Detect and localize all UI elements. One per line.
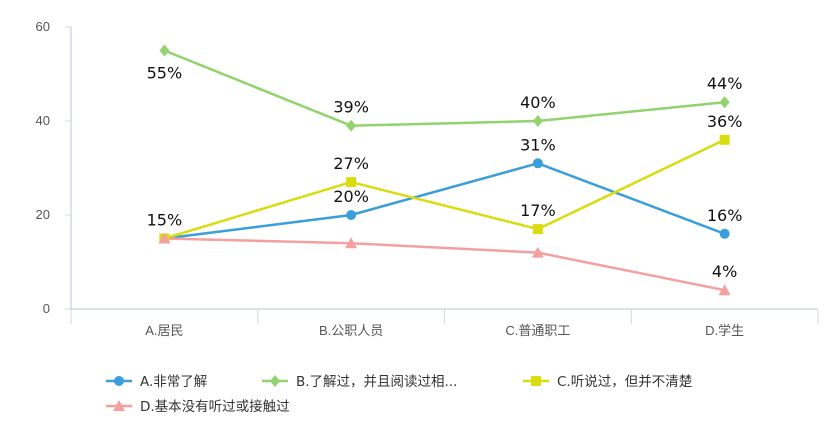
- series-line: [163, 49, 725, 127]
- legend-marker: [531, 376, 541, 386]
- legend-label: C.听说过，但并不清楚: [557, 374, 692, 390]
- legend-label: A.非常了解: [140, 374, 207, 390]
- series-line: [164, 237, 725, 292]
- data-point: [531, 246, 544, 258]
- data-point: [345, 237, 358, 249]
- data-point: [346, 210, 357, 220]
- legend-label: B.了解过，并且阅读过相...: [296, 374, 457, 390]
- data-label: 44%: [707, 74, 743, 93]
- data-label: 31%: [520, 135, 556, 154]
- x-tick-label: A.居民: [145, 323, 183, 338]
- series-line: [164, 138, 726, 240]
- data-point: [532, 158, 543, 169]
- legend-marker: [113, 400, 125, 411]
- data-label: 55%: [147, 64, 183, 83]
- data-point: [718, 284, 731, 296]
- data-label: 39%: [333, 98, 369, 117]
- series-line: [164, 162, 726, 240]
- y-tick-label: 60: [36, 19, 50, 34]
- data-label: 17%: [520, 201, 556, 220]
- series-markers: [158, 44, 731, 296]
- x-tick-label: D.学生: [705, 323, 744, 338]
- data-point: [158, 232, 171, 244]
- data-point: [159, 44, 170, 57]
- data-label: 16%: [707, 206, 743, 225]
- data-label: 40%: [520, 93, 556, 112]
- x-tick-label: B.公职人员: [319, 323, 383, 338]
- legend: A.非常了解 B.了解过，并且阅读过相... C.听说过，但并不清楚 D.基本没有听过…: [106, 374, 692, 415]
- data-label: 4%: [712, 262, 737, 281]
- y-tick-label: 40: [36, 113, 50, 128]
- data-label: 27%: [333, 154, 369, 173]
- data-label: 15%: [147, 211, 183, 230]
- data-point: [532, 115, 543, 127]
- data-point: [346, 177, 357, 188]
- data-point: [719, 96, 730, 109]
- data-label: 20%: [333, 187, 369, 206]
- y-tick-label: 0: [43, 301, 50, 316]
- data-labels: 15% 20% 31% 16% 55% 39% 40% 44% 27% 17% 36% 4%: [147, 64, 743, 282]
- data-label: 36%: [707, 112, 743, 131]
- x-tick-label: C.普通职工: [505, 323, 570, 338]
- data-point: [719, 134, 730, 145]
- series-lines: [163, 49, 726, 292]
- legend-marker: [114, 376, 124, 386]
- legend-marker: [270, 375, 280, 387]
- data-point: [532, 224, 543, 235]
- axes: 0 20 40 60 A.居民 B.公职人员 C.普通职工 D.学生: [36, 19, 819, 338]
- y-tick-label: 20: [36, 207, 50, 222]
- data-point: [719, 228, 730, 239]
- legend-label: D.基本没有听过或接触过: [140, 398, 290, 415]
- data-point: [346, 119, 357, 132]
